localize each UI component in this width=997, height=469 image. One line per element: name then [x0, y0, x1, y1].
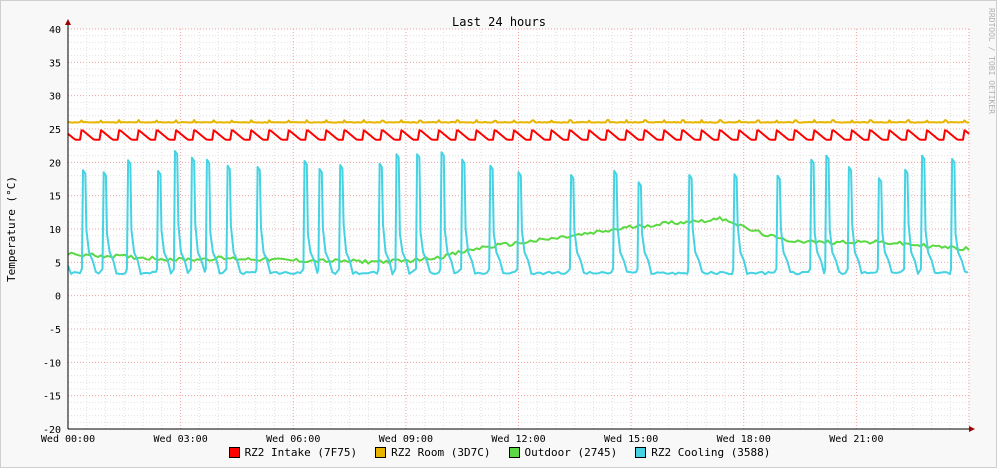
legend-item-room: RZ2 Room (3D7C) [375, 446, 491, 459]
y-axis-label: Temperature (°C) [5, 176, 18, 282]
x-tick-label: Wed 03:00 [154, 434, 208, 445]
legend-swatch-outdoor [508, 447, 520, 458]
legend-item-cooling: RZ2 Cooling (3588) [635, 446, 770, 459]
x-tick-label: Wed 00:00 [41, 434, 95, 445]
y-tick-label: 20 [49, 158, 61, 169]
y-tick-label: 30 [49, 92, 61, 103]
y-tick-label: 15 [49, 192, 61, 203]
legend-label-intake: RZ2 Intake (7F75) [244, 446, 358, 459]
y-tick-label: 40 [49, 25, 61, 36]
legend: RZ2 Intake (7F75) RZ2 Room (3D7C) Outdoo… [1, 446, 997, 459]
x-axis-arrow-icon [969, 426, 975, 432]
y-tick-label: 35 [49, 58, 61, 69]
y-tick-label: -10 [43, 358, 61, 369]
y-tick-label: -15 [43, 392, 61, 403]
x-tick-labels: Wed 00:00 Wed 03:00 Wed 06:00 Wed 09:00 Wed … [41, 434, 884, 445]
series-layer [67, 119, 970, 276]
legend-item-outdoor: Outdoor (2745) [508, 446, 618, 459]
y-axis-arrow-icon [65, 19, 71, 25]
legend-label-room: RZ2 Room (3D7C) [391, 446, 491, 459]
legend-swatch-intake [228, 447, 240, 458]
x-tick-label: Wed 06:00 [266, 434, 320, 445]
legend-label-outdoor: Outdoor (2745) [524, 446, 618, 459]
y-tick-label: -20 [43, 425, 61, 436]
series-line-1 [67, 119, 970, 124]
series-line-0 [67, 129, 970, 141]
x-tick-label: Wed 18:00 [717, 434, 771, 445]
legend-label-cooling: RZ2 Cooling (3588) [651, 446, 771, 459]
y-tick-label: 25 [49, 125, 61, 136]
legend-item-intake: RZ2 Intake (7F75) [228, 446, 358, 459]
x-tick-label: Wed 09:00 [379, 434, 433, 445]
x-tick-label: Wed 15:00 [604, 434, 658, 445]
y-tick-label: -5 [49, 325, 61, 336]
y-tick-label: 5 [55, 258, 61, 269]
x-tick-label: Wed 21:00 [829, 434, 883, 445]
watermark: RRDTOOL / TOBI OETIKER [987, 8, 996, 114]
grid [68, 28, 970, 429]
legend-swatch-cooling [635, 447, 647, 458]
x-tick-label: Wed 12:00 [491, 434, 545, 445]
chart-title: Last 24 hours [452, 15, 546, 29]
legend-swatch-room [375, 447, 387, 458]
series-line-3 [67, 150, 969, 276]
y-tick-label: 10 [49, 225, 61, 236]
y-tick-label: 0 [55, 292, 61, 303]
y-tick-labels: 40 35 30 25 20 15 10 5 0 -5 -10 -15 -20 [43, 25, 61, 436]
